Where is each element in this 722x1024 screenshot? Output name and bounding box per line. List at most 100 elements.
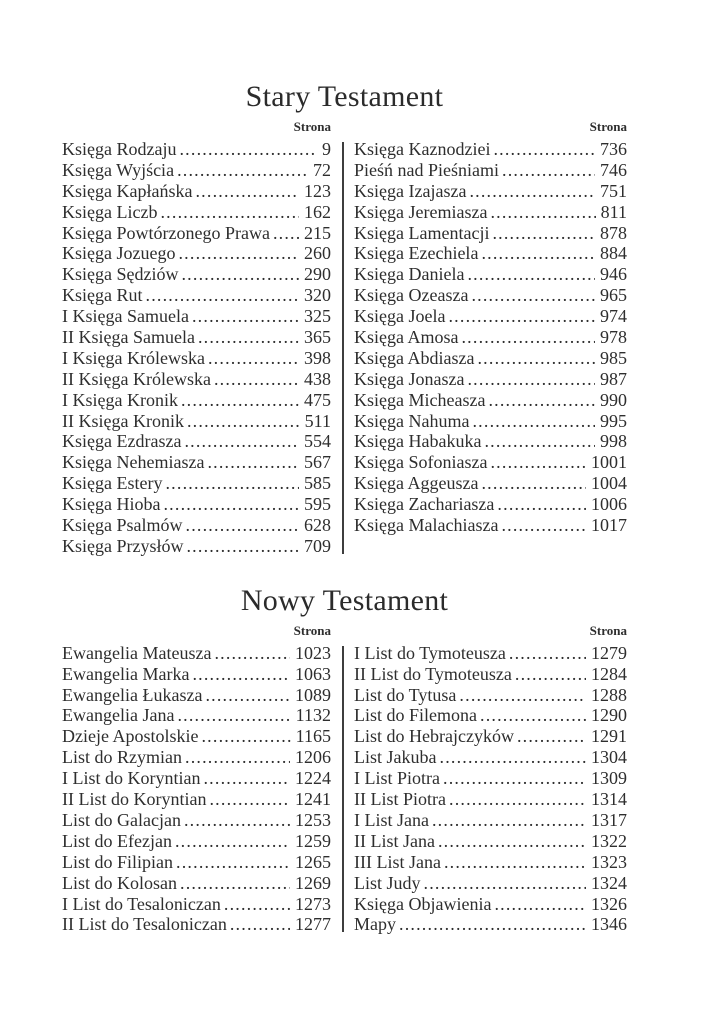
dot-leader xyxy=(273,223,299,244)
toc-row: III List Jana 1323 xyxy=(354,852,627,873)
dot-leader xyxy=(177,705,290,726)
page-number: 1284 xyxy=(591,663,627,684)
dot-leader xyxy=(477,348,595,369)
dot-leader xyxy=(461,327,595,348)
book-title: II List do Tesaloniczan xyxy=(62,914,227,935)
book-title: Księga Lamentacji xyxy=(354,222,490,243)
toc-row: Ewangelia Jana 1132 xyxy=(62,705,331,726)
book-title: II Księga Królewska xyxy=(62,368,211,389)
page-number: 1001 xyxy=(591,452,627,473)
toc-row: I Księga Kronik 475 xyxy=(62,390,331,411)
dot-leader xyxy=(399,914,586,935)
book-title: Księga Objawienia xyxy=(354,893,492,914)
dot-leader xyxy=(201,726,290,747)
dot-leader xyxy=(509,643,586,664)
toc-row: Księga Daniela 946 xyxy=(354,264,627,285)
toc-row: Księga Lamentacji 878 xyxy=(354,223,627,244)
section-title-stary-testament: Stary Testament xyxy=(245,80,444,113)
toc-row: List do Galacjan 1253 xyxy=(62,810,331,831)
dot-leader xyxy=(449,789,586,810)
dot-leader xyxy=(184,810,290,831)
page-number: 987 xyxy=(600,368,627,389)
toc-row: Księga Malachiasza 1017 xyxy=(354,515,627,536)
toc-row: II Księga Samuela 365 xyxy=(62,327,331,348)
column-divider-rule xyxy=(342,645,344,933)
book-title: Księga Nahuma xyxy=(354,410,470,431)
page-number: 1326 xyxy=(591,893,627,914)
book-title: Księga Jonasza xyxy=(354,368,465,389)
page-number: 1323 xyxy=(591,851,627,872)
page-number: 1241 xyxy=(295,789,331,810)
page-number: 1317 xyxy=(591,809,627,830)
toc-row: Księga Wyjścia 72 xyxy=(62,160,331,181)
toc-row: Pieśń nad Pieśniami 746 xyxy=(354,160,627,181)
page-number: 1006 xyxy=(591,494,627,515)
dot-leader xyxy=(180,873,290,894)
toc-row: Księga Jonasza 987 xyxy=(354,369,627,390)
dot-leader xyxy=(208,348,299,369)
dot-leader xyxy=(467,264,595,285)
page-number: 511 xyxy=(304,410,331,431)
page-number: 995 xyxy=(600,410,627,431)
dot-leader xyxy=(472,411,595,432)
page-number: 1132 xyxy=(295,705,331,726)
column-divider-rule xyxy=(342,142,344,554)
page-number: 1291 xyxy=(591,726,627,747)
book-title: Księga Estery xyxy=(62,473,163,494)
toc-columns: Ewangelia Mateusza 1023 Ewangelia Marka 106… xyxy=(62,643,627,935)
dot-leader xyxy=(488,390,595,411)
section-nowy-testament: Nowy Testament Strona Strona Ewangelia M… xyxy=(62,585,627,935)
page-number: 1063 xyxy=(295,663,331,684)
book-title: III List Jana xyxy=(354,851,441,872)
page-number: 974 xyxy=(600,306,627,327)
book-title: II List do Koryntian xyxy=(62,789,207,810)
book-title: Księga Psalmów xyxy=(62,515,183,536)
dot-leader xyxy=(195,181,299,202)
toc-row: I List Jana 1317 xyxy=(354,810,627,831)
book-title: Ewangelia Marka xyxy=(62,663,190,684)
dot-leader xyxy=(186,536,299,557)
book-title: Księga Joela xyxy=(354,306,446,327)
page-number: 1253 xyxy=(295,809,331,830)
book-title: List do Galacjan xyxy=(62,809,181,830)
dot-leader xyxy=(184,431,299,452)
toc-row: Księga Ozeasza 965 xyxy=(354,285,627,306)
page-number: 1288 xyxy=(591,684,627,705)
book-title: Księga Jeremiasza xyxy=(354,201,488,222)
book-title: List do Hebrajczyków xyxy=(354,726,514,747)
toc-row: Ewangelia Łukasza 1089 xyxy=(62,685,331,706)
dot-leader xyxy=(493,139,595,160)
book-title: List do Rzymian xyxy=(62,747,182,768)
book-title: Księga Wyjścia xyxy=(62,159,175,180)
toc-row: Księga Zachariasza 1006 xyxy=(354,494,627,515)
toc-row: Księga Amosa 978 xyxy=(354,327,627,348)
dot-leader xyxy=(471,285,595,306)
dot-leader xyxy=(480,705,586,726)
dot-leader xyxy=(214,369,299,390)
toc-row: Księga Rodzaju 9 xyxy=(62,139,331,160)
toc-row: List do Hebrajczyków 1291 xyxy=(354,726,627,747)
dot-leader xyxy=(165,473,299,494)
book-title: I List Piotra xyxy=(354,768,440,789)
book-title: Ewangelia Łukasza xyxy=(62,684,203,705)
book-title: Księga Daniela xyxy=(354,264,465,285)
book-title: Ewangelia Jana xyxy=(62,705,175,726)
book-title: Księga Abdiasza xyxy=(354,347,475,368)
book-title: List do Filipian xyxy=(62,851,174,872)
page-number: 746 xyxy=(600,159,627,180)
page-number: 595 xyxy=(304,494,331,515)
book-title: II List do Tymoteusza xyxy=(354,663,512,684)
dot-leader xyxy=(224,894,290,915)
page-number: 215 xyxy=(304,222,331,243)
page-number: 438 xyxy=(304,368,331,389)
page-number: 709 xyxy=(304,535,331,556)
toc-row: List do Rzymian 1206 xyxy=(62,747,331,768)
toc-row: Księga Jozuego 260 xyxy=(62,243,331,264)
dot-leader xyxy=(517,726,586,747)
page-number: 1269 xyxy=(295,872,331,893)
dot-leader xyxy=(490,452,586,473)
toc-row: Księga Habakuka 998 xyxy=(354,431,627,452)
dot-leader xyxy=(494,894,586,915)
toc-row: I Księga Samuela 325 xyxy=(62,306,331,327)
book-title: List do Kolosan xyxy=(62,872,177,893)
